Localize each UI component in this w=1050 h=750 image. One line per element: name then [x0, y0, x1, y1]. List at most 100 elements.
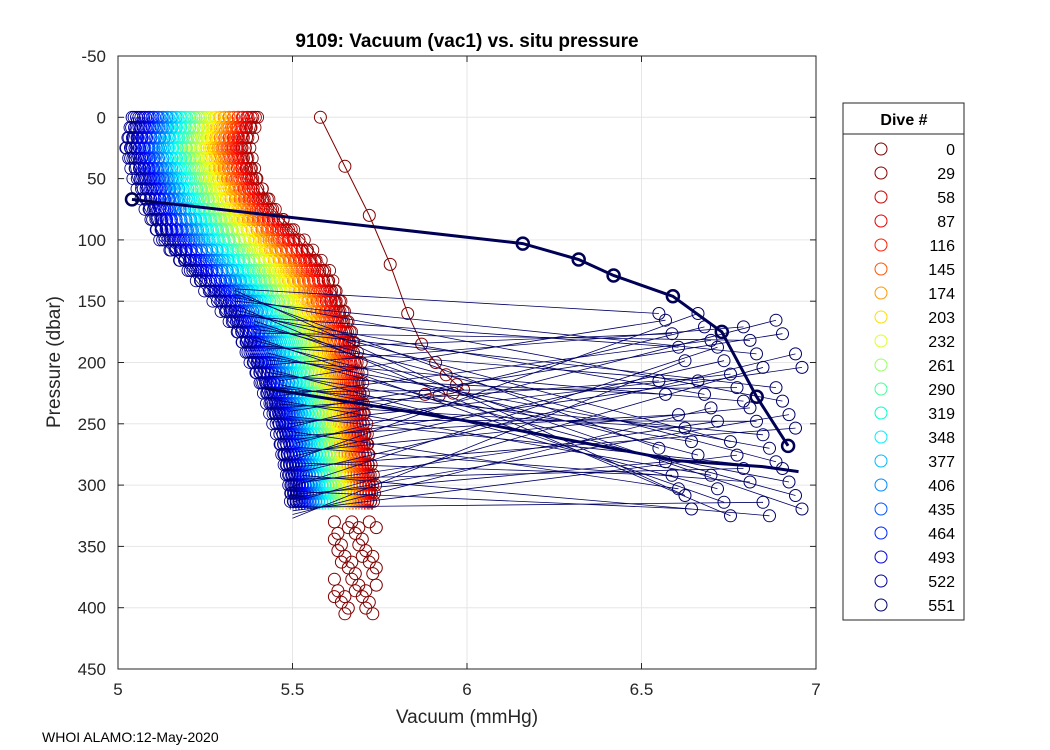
excursion-line: [292, 367, 764, 503]
data-point: [782, 475, 796, 489]
data-point: [359, 601, 373, 615]
data-point: [207, 233, 221, 247]
legend-label: 58: [937, 190, 955, 207]
legend-entry: 116: [874, 238, 955, 255]
data-point: [277, 447, 291, 461]
data-point: [782, 408, 796, 422]
y-axis-label: Pressure (dbar): [44, 296, 65, 428]
data-point: [665, 327, 679, 341]
data-point: [280, 447, 294, 461]
data-point: [137, 110, 150, 124]
data-point: [235, 243, 249, 257]
y-tick-label: 250: [78, 415, 106, 434]
data-point: [237, 233, 251, 247]
data-point: [182, 202, 196, 216]
excursion-line: [234, 309, 731, 442]
legend-label: 464: [928, 526, 955, 543]
excursion-line: [234, 313, 705, 395]
data-point: [515, 236, 531, 251]
data-point: [224, 192, 238, 206]
data-point: [124, 141, 138, 155]
data-point: [241, 345, 255, 359]
data-point: [206, 294, 220, 308]
data-point: [153, 131, 167, 145]
data-point: [257, 264, 271, 277]
legend-label: 493: [928, 550, 955, 567]
data-point: [247, 233, 261, 247]
data-point: [743, 333, 757, 347]
data-point: [135, 131, 149, 145]
data-point: [366, 567, 380, 581]
excursion-line: [279, 403, 686, 429]
legend-marker: [874, 358, 888, 372]
data-point: [144, 192, 158, 206]
data-point: [704, 401, 718, 415]
data-point: [234, 315, 248, 329]
data-point: [187, 233, 201, 247]
excursion-line: [234, 304, 731, 517]
data-point: [279, 458, 293, 472]
legend-label: 232: [928, 334, 955, 351]
excursion-line: [288, 326, 705, 428]
data-point: [348, 584, 362, 598]
data-point: [127, 110, 141, 124]
excursion-line: [295, 427, 796, 468]
data-point: [362, 515, 376, 529]
data-point: [334, 356, 348, 369]
excursion-line: [288, 490, 692, 510]
data-point: [168, 182, 181, 196]
excursion-line: [295, 446, 751, 483]
legend-entry: 406: [874, 478, 955, 495]
y-tick-label: 400: [78, 599, 106, 618]
data-point: [750, 414, 763, 428]
data-point: [331, 544, 345, 558]
data-point: [724, 367, 737, 381]
data-point: [141, 141, 155, 155]
data-point: [177, 202, 191, 216]
excursion-line: [301, 353, 796, 472]
data-point: [122, 131, 136, 145]
data-point: [189, 213, 203, 226]
data-point: [273, 427, 287, 441]
data-point: [711, 340, 724, 354]
legend-marker: [874, 334, 888, 348]
data-point: [210, 243, 224, 257]
legend-entry: 29: [874, 166, 955, 183]
excursion-line: [288, 430, 679, 490]
data-point: [246, 356, 260, 369]
data-point: [247, 253, 261, 267]
data-point: [698, 387, 711, 401]
data-point: [763, 441, 776, 455]
data-point: [268, 396, 282, 410]
data-point: [264, 386, 278, 400]
data-point: [776, 327, 789, 341]
data-point: [173, 202, 186, 216]
data-point: [652, 307, 666, 320]
legend-label: 406: [928, 478, 955, 495]
legend-marker: [874, 406, 888, 420]
data-point: [226, 161, 240, 175]
legend-label: 87: [937, 214, 955, 231]
data-point: [142, 202, 156, 216]
data-point: [691, 374, 705, 388]
legend-entry: 493: [874, 550, 955, 567]
excursion-line: [234, 288, 659, 314]
legend-entry: 203: [874, 310, 955, 327]
upper-path-line: [131, 197, 790, 447]
data-point: [125, 121, 139, 134]
x-axis-label: Vacuum (mmHg): [396, 707, 538, 728]
data-point: [256, 386, 270, 400]
data-point: [229, 192, 243, 206]
data-point: [293, 437, 307, 451]
data-point: [338, 159, 352, 173]
data-point: [225, 315, 239, 329]
legend-label: 348: [928, 430, 955, 447]
data-point: [217, 161, 231, 175]
excursion-line: [288, 419, 757, 422]
data-point: [215, 192, 229, 206]
legend-label: 145: [928, 262, 955, 279]
excursion-line: [294, 313, 699, 460]
data-point: [711, 482, 724, 496]
excursion-line: [253, 344, 699, 382]
data-point: [242, 233, 256, 247]
